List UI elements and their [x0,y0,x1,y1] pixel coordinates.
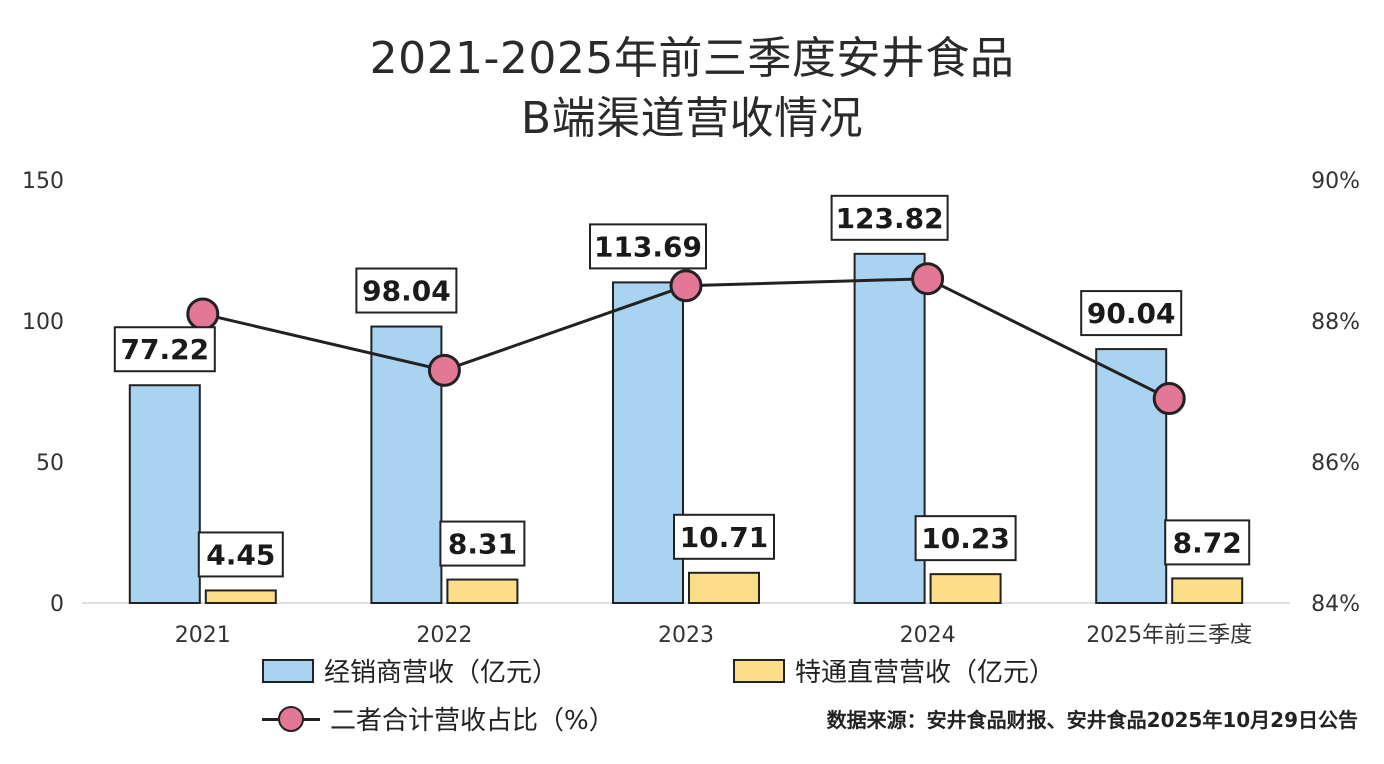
data-label-distributor: 90.04 [1087,297,1176,330]
legend-item-ratio: 二者合计营收占比（%） [262,700,615,737]
x-tick-label: 2024 [900,623,956,648]
y-left-tick-label: 100 [22,310,64,335]
x-tick-label: 2025年前三季度 [1086,623,1252,648]
legend-label-distributor: 经销商营收（亿元） [324,658,559,688]
data-label-direct-box [1164,519,1251,566]
bar-distributor [1095,348,1168,604]
y-right-tick-label: 86% [1311,451,1360,476]
y-right-tick-label: 90% [1311,169,1360,194]
data-label-distributor-box [589,223,707,270]
chart-title-line-2: B端渠道营收情况 [520,93,864,144]
x-tick-label: 2021 [175,623,231,648]
data-label-direct: 10.71 [680,521,769,554]
data-label-distributor-box [355,267,458,314]
legend-label-ratio: 二者合计营收占比（%） [330,706,615,736]
ratio-point [186,297,220,331]
data-label-direct: 8.72 [1173,526,1242,559]
bar-direct [204,589,277,604]
x-tick-label: 2023 [658,623,714,648]
legend-label-direct: 特通直营营收（亿元） [795,658,1056,688]
data-label-distributor: 123.82 [836,202,944,235]
ratio-point [911,262,945,296]
bar-distributor [612,281,684,604]
legend-item-distributor: 经销商营收（亿元） [262,652,558,689]
bar-direct [929,573,1002,605]
ratio-point [427,353,461,387]
ratio-point [669,269,703,303]
data-label-distributor-box [1080,290,1183,337]
data-label-distributor-box [830,194,949,241]
data-label-direct: 10.23 [921,522,1010,555]
data-label-distributor: 98.04 [362,275,451,308]
y-right-tick-label: 84% [1311,592,1360,617]
bar-direct [1171,577,1244,605]
bar-direct [688,571,760,604]
y-left-tick-label: 50 [36,451,64,476]
y-left-tick-label: 150 [22,169,64,194]
legend-item-direct: 特通直营营收（亿元） [733,652,1055,689]
data-label-direct-box [197,531,284,578]
data-label-distributor-box [113,326,216,373]
x-tick-label: 2022 [416,623,472,648]
data-label-distributor: 77.22 [121,333,210,366]
data-label-distributor: 113.69 [594,230,702,263]
data-label-direct: 4.45 [206,538,275,571]
bar-direct [446,578,519,604]
legend-swatch-ratio [262,705,320,733]
ratio-point [1152,382,1186,416]
chart-title-line-1: 2021-2025年前三季度安井食品 [369,33,1015,84]
y-left-tick-label: 0 [50,592,64,617]
bar-distributor [853,252,926,604]
legend-swatch-direct [733,658,785,683]
data-label-direct-box [914,515,1017,562]
data-label-direct: 8.31 [448,528,517,561]
source-note: 数据来源：安井食品财报、安井食品2025年10月29日公告 [826,708,1358,732]
data-label-direct-box [673,513,775,560]
legend-swatch-distributor [262,658,314,683]
data-label-direct-box [439,520,526,567]
bar-distributor [128,384,201,604]
y-right-tick-label: 88% [1311,310,1360,335]
